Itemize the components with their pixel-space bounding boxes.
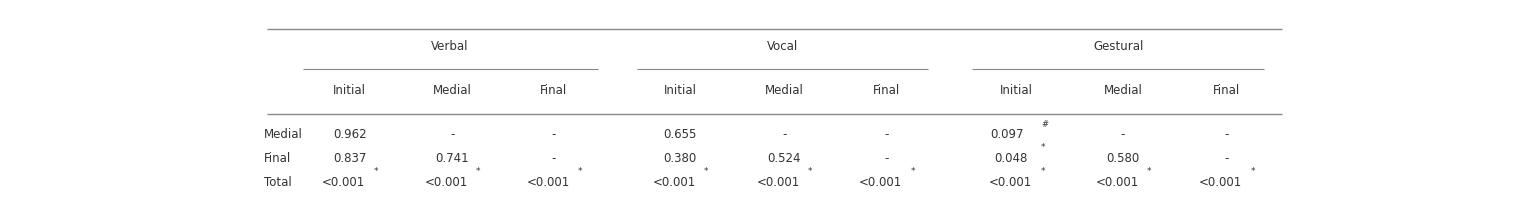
Text: *: * — [1040, 143, 1045, 152]
Text: Gestural: Gestural — [1094, 40, 1144, 53]
Text: <0.001: <0.001 — [859, 176, 903, 189]
Text: <0.001: <0.001 — [527, 176, 570, 189]
Text: *: * — [704, 167, 708, 176]
Text: *: * — [577, 167, 582, 176]
Text: *: * — [911, 167, 915, 176]
Text: 0.837: 0.837 — [334, 152, 367, 165]
Text: Final: Final — [1214, 84, 1240, 97]
Text: <0.001: <0.001 — [653, 176, 696, 189]
Text: -: - — [1224, 128, 1229, 141]
Text: <0.001: <0.001 — [988, 176, 1033, 189]
Text: Medial: Medial — [765, 84, 804, 97]
Text: Final: Final — [263, 152, 291, 165]
Text: 0.097: 0.097 — [990, 128, 1023, 141]
Text: *: * — [477, 167, 481, 176]
Text: Initial: Initial — [334, 84, 366, 97]
Text: Initial: Initial — [664, 84, 696, 97]
Text: <0.001: <0.001 — [323, 176, 366, 189]
Text: *: * — [373, 167, 378, 176]
Text: -: - — [781, 128, 786, 141]
Text: -: - — [551, 128, 556, 141]
Text: -: - — [1224, 152, 1229, 165]
Text: 0.380: 0.380 — [664, 152, 698, 165]
Text: Initial: Initial — [1001, 84, 1033, 97]
Text: Medial: Medial — [433, 84, 472, 97]
Text: <0.001: <0.001 — [1095, 176, 1139, 189]
Text: -: - — [885, 128, 889, 141]
Text: *: * — [807, 167, 812, 176]
Text: <0.001: <0.001 — [1199, 176, 1243, 189]
Text: Final: Final — [873, 84, 900, 97]
Text: Total: Total — [263, 176, 291, 189]
Text: Vocal: Vocal — [766, 40, 798, 53]
Text: 0.962: 0.962 — [334, 128, 367, 141]
Text: *: * — [1147, 167, 1151, 176]
Text: <0.001: <0.001 — [757, 176, 800, 189]
Text: 0.048: 0.048 — [995, 152, 1028, 165]
Text: 0.741: 0.741 — [436, 152, 469, 165]
Text: Medial: Medial — [263, 128, 303, 141]
Text: -: - — [1121, 128, 1125, 141]
Text: -: - — [551, 152, 556, 165]
Text: Verbal: Verbal — [431, 40, 469, 53]
Text: -: - — [885, 152, 889, 165]
Text: 0.580: 0.580 — [1106, 152, 1139, 165]
Text: *: * — [1040, 167, 1045, 176]
Text: Medial: Medial — [1103, 84, 1142, 97]
Text: Final: Final — [541, 84, 568, 97]
Text: 0.655: 0.655 — [664, 128, 698, 141]
Text: 0.524: 0.524 — [768, 152, 801, 165]
Text: -: - — [451, 128, 454, 141]
Text: #: # — [1042, 120, 1048, 129]
Text: *: * — [1250, 167, 1255, 176]
Text: <0.001: <0.001 — [425, 176, 468, 189]
